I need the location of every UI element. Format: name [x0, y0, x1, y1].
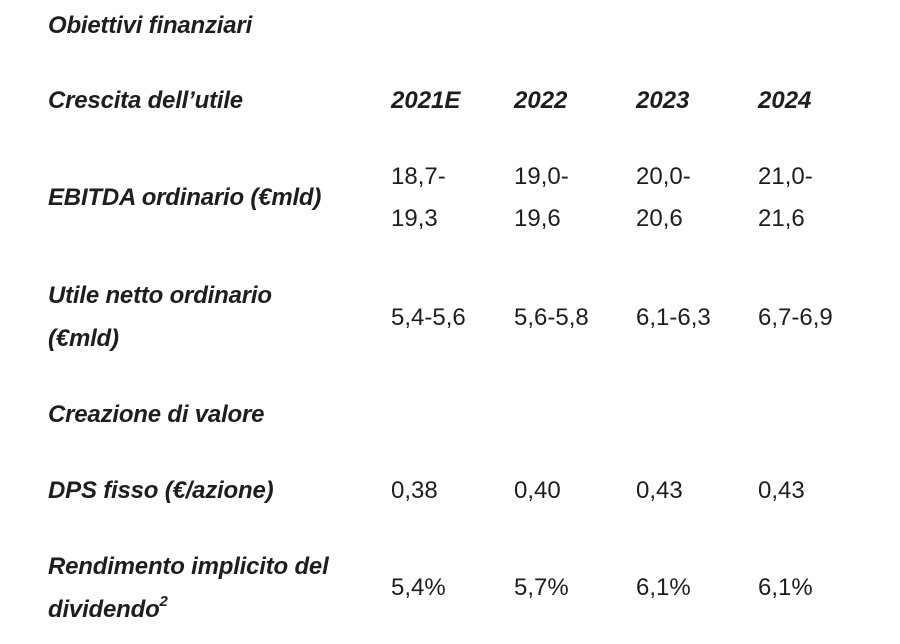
row-label: DPS fisso (€/azione): [48, 477, 274, 504]
table-cell: 6,1%: [758, 574, 813, 601]
row-label-line: (€mld): [48, 325, 119, 352]
row-label-line: dividendo2: [48, 588, 388, 631]
cell-line: 19,3: [391, 205, 438, 232]
row-label-line: Utile netto ordinario: [48, 282, 272, 309]
table-cell: 6,1-6,3: [636, 304, 711, 331]
table-cell: 6,7-6,9: [758, 304, 833, 331]
row-label-line: Rendimento implicito del: [48, 553, 329, 580]
table-cell: 0,40: [514, 477, 561, 504]
row-label: EBITDA ordinario (€mld): [48, 184, 322, 211]
table-cell: 5,4%: [391, 574, 446, 601]
year-header: 2023: [636, 87, 690, 114]
table-cell: 21,0- 21,6: [758, 156, 848, 240]
table-cell: 6,1%: [636, 574, 691, 601]
table-cell: 5,6-5,8: [514, 304, 589, 331]
header-label: Crescita dell’utile: [48, 87, 243, 114]
cell-line: 21,6: [758, 205, 805, 232]
table-cell: 5,4-5,6: [391, 304, 466, 331]
footnote-marker: 2: [159, 593, 168, 610]
cell-line: 18,7-: [391, 163, 446, 190]
table-cell: 19,0- 19,6: [514, 156, 604, 240]
row-label: Creazione di valore: [48, 401, 265, 428]
cell-line: 21,0-: [758, 163, 813, 190]
year-header: 2022: [514, 87, 568, 114]
cell-line: 19,0-: [514, 163, 569, 190]
cell-line: 19,6: [514, 205, 561, 232]
row-label: Rendimento implicito del dividendo2: [48, 545, 388, 631]
table-cell: 0,43: [758, 477, 805, 504]
table-cell: 0,38: [391, 477, 438, 504]
cell-line: 20,0-: [636, 163, 691, 190]
row-label: Utile netto ordinario (€mld): [48, 274, 388, 360]
table-cell: 0,43: [636, 477, 683, 504]
year-header: 2021E: [391, 87, 461, 114]
table-cell: 5,7%: [514, 574, 569, 601]
year-header: 2024: [758, 87, 812, 114]
table-cell: 20,0- 20,6: [636, 156, 726, 240]
financial-targets-table: Obiettivi finanziari Crescita dell’utile…: [48, 0, 888, 644]
cell-line: 20,6: [636, 205, 683, 232]
section-title: Obiettivi finanziari: [48, 12, 253, 39]
row-label-text: dividendo: [48, 596, 160, 623]
table-cell: 18,7- 19,3: [391, 156, 481, 240]
